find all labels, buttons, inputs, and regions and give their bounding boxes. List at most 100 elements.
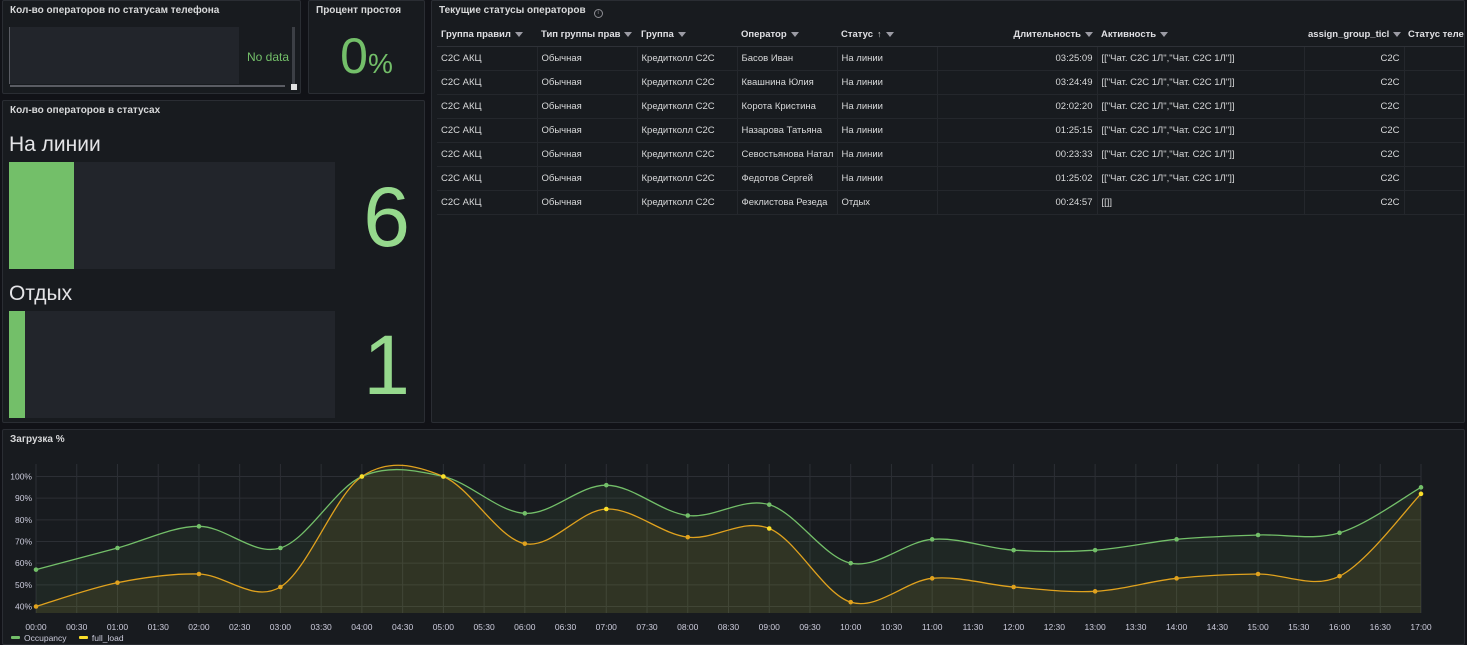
table-cell: C2C АКЦ — [437, 118, 538, 143]
status-bar-background — [9, 311, 335, 418]
data-point[interactable] — [196, 571, 202, 577]
data-point[interactable] — [929, 576, 935, 581]
data-point[interactable] — [685, 534, 691, 540]
table-cell: Кредитколл С2С — [637, 46, 738, 71]
data-point[interactable] — [196, 524, 202, 529]
data-point[interactable] — [766, 526, 772, 531]
column-header[interactable]: Длительность — [937, 24, 1097, 47]
column-header[interactable]: Статус ↑ — [837, 24, 937, 47]
table-row[interactable]: C2C АКЦ Обычная Кредитколл С2С Федотов Серг… — [437, 166, 1464, 191]
column-header[interactable]: Оператор — [737, 24, 837, 47]
data-point[interactable] — [278, 545, 283, 551]
status-count-panel: Кол-во операторов в статусах На линии 6 … — [2, 100, 425, 423]
data-point[interactable] — [1174, 537, 1179, 542]
data-point[interactable] — [1337, 530, 1342, 536]
series-line-Occupancy[interactable] — [35, 468, 1422, 571]
table-cell: [["Чат. С2С 1Л","Чат. С2С 1Л"]] — [1097, 46, 1305, 71]
data-point[interactable] — [441, 474, 446, 479]
table-cell: Обычная — [537, 70, 638, 95]
data-point[interactable] — [766, 502, 772, 507]
table-cell: 00:24:57 — [937, 190, 1098, 215]
table-row[interactable]: C2C АКЦ Обычная Кредитколл С2С Басов Иван На… — [437, 46, 1464, 71]
panel-title[interactable]: Текущие статусы операторов i — [439, 5, 603, 18]
data-point[interactable] — [1418, 491, 1424, 497]
table-row[interactable]: C2C АКЦ Обычная Кредитколл С2С Корота Крист… — [437, 94, 1464, 119]
panel-title[interactable]: Процент простоя — [316, 5, 402, 16]
table-row[interactable]: C2C АКЦ Обычная Кредитколл С2С Назарова Тат… — [437, 118, 1464, 143]
panel-title[interactable]: Кол-во операторов по статусам телефона — [10, 5, 220, 16]
table-cell: [["Чат. С2С 1Л","Чат. С2С 1Л"]] — [1097, 142, 1305, 167]
x-tick-label: 05:30 — [473, 622, 495, 632]
data-point[interactable] — [1011, 584, 1016, 590]
data-point[interactable] — [603, 482, 609, 488]
data-point[interactable] — [1255, 571, 1261, 577]
data-point[interactable] — [33, 604, 39, 609]
column-header[interactable]: assign_group_ticl — [1304, 24, 1404, 47]
filter-icon[interactable] — [514, 32, 523, 38]
x-tick-label: 04:30 — [392, 622, 414, 632]
sort-ascending-icon[interactable]: ↑ — [877, 29, 882, 40]
data-point[interactable] — [522, 541, 528, 546]
legend-item-occupancy[interactable]: Occupancy — [11, 633, 67, 643]
info-icon[interactable]: i — [593, 9, 603, 18]
legend-swatch — [11, 636, 20, 639]
table-cell: 03:24:49 — [937, 70, 1098, 95]
table-cell: Кредитколл С2С — [637, 142, 738, 167]
x-tick-label: 03:00 — [270, 622, 292, 632]
table-row[interactable]: C2C АКЦ Обычная Кредитколл С2С Севостьянова… — [437, 142, 1464, 167]
filter-icon[interactable] — [1085, 32, 1093, 38]
data-point[interactable] — [359, 474, 365, 479]
filter-icon[interactable] — [677, 32, 686, 38]
table-cell: [[]] — [1097, 190, 1305, 215]
data-point[interactable] — [848, 599, 854, 605]
filter-icon[interactable] — [624, 32, 633, 38]
table-cell: C2C АКЦ — [437, 142, 538, 167]
status-bar-fill — [9, 311, 25, 418]
data-point[interactable] — [115, 545, 120, 551]
column-header-label: Статус теле — [1408, 29, 1464, 41]
table-cell: [["Чат. С2С 1Л","Чат. С2С 1Л"]] — [1097, 70, 1305, 95]
data-point[interactable] — [1092, 589, 1098, 594]
data-point[interactable] — [115, 580, 120, 585]
column-header[interactable]: Статус теле — [1404, 24, 1464, 47]
table-row[interactable]: C2C АКЦ Обычная Кредитколл С2С Квашнина Юли… — [437, 70, 1464, 95]
column-header[interactable]: Тип группы прав — [537, 24, 637, 47]
resize-handle[interactable] — [291, 84, 297, 90]
column-header[interactable]: Группа — [637, 24, 737, 47]
table-cell: Кредитколл С2С — [637, 118, 738, 143]
column-header-label: assign_group_ticl — [1308, 29, 1390, 41]
data-point[interactable] — [848, 560, 854, 566]
panel-title[interactable]: Загрузка % — [10, 434, 65, 445]
data-point[interactable] — [278, 584, 283, 590]
x-tick-label: 00:30 — [66, 622, 88, 632]
data-point[interactable] — [1418, 485, 1424, 490]
table-cell: На линии — [837, 94, 938, 119]
table-cell: Обычная — [537, 46, 638, 71]
filter-icon[interactable] — [885, 32, 894, 38]
data-point[interactable] — [685, 513, 691, 518]
column-header[interactable]: Группа правил — [437, 24, 537, 47]
table-row[interactable]: C2C АКЦ Обычная Кредитколл С2С Феклистова Р… — [437, 190, 1464, 215]
x-tick-label: 06:30 — [555, 622, 577, 632]
data-point[interactable] — [1092, 547, 1098, 553]
filter-icon[interactable] — [790, 32, 799, 38]
load-chart[interactable]: 40% 50% 60% 70% 80% 90% 100% 00:00 00:30 01:00 01:… — [3, 430, 1465, 645]
data-point[interactable] — [603, 506, 609, 512]
data-point[interactable] — [1011, 547, 1016, 553]
data-point[interactable] — [929, 537, 935, 542]
data-point[interactable] — [1337, 573, 1342, 579]
column-header[interactable]: Активность — [1097, 24, 1304, 47]
idle-percent-panel: Процент простоя 0% — [308, 0, 425, 94]
filter-icon[interactable] — [1393, 32, 1402, 38]
panel-title[interactable]: Кол-во операторов в статусах — [10, 105, 161, 116]
panel-title-text: Текущие статусы операторов — [439, 5, 586, 16]
filter-icon[interactable] — [1160, 32, 1169, 38]
data-point[interactable] — [522, 511, 528, 516]
x-tick-label: 15:00 — [1247, 622, 1269, 632]
data-point[interactable] — [1255, 532, 1261, 538]
scrollbar[interactable] — [292, 27, 295, 84]
data-point[interactable] — [33, 567, 39, 572]
legend-item-full-load[interactable]: full_load — [78, 633, 124, 643]
legend-label: Occupancy — [24, 633, 67, 643]
data-point[interactable] — [1174, 576, 1179, 581]
